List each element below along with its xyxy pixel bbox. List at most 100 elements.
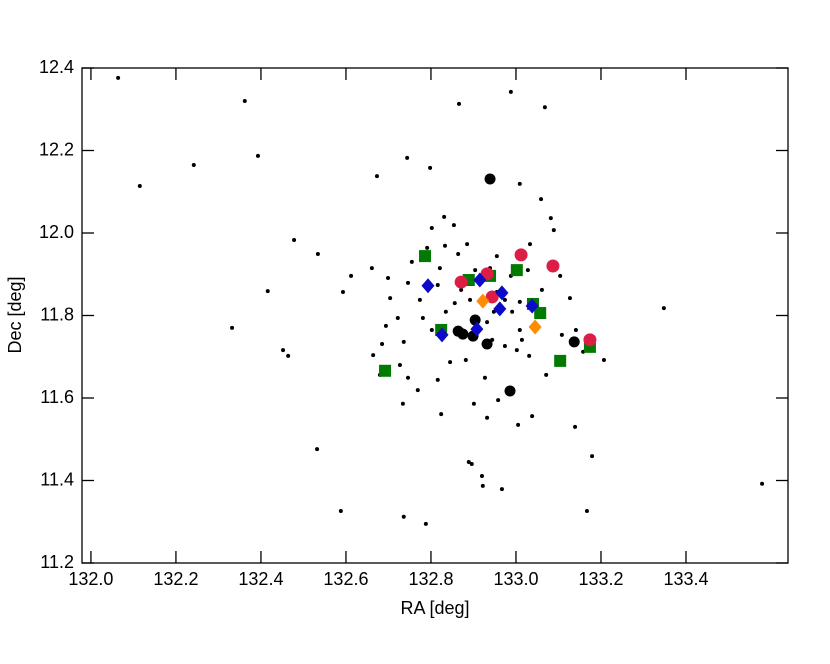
- point: [452, 301, 457, 306]
- point: [573, 424, 578, 429]
- point: [502, 297, 507, 302]
- point: [473, 268, 478, 273]
- point: [374, 174, 379, 179]
- point: [539, 197, 544, 202]
- point: [485, 415, 490, 420]
- point: [584, 509, 589, 514]
- point: [315, 252, 320, 257]
- x-axis-label: RA [deg]: [400, 598, 469, 618]
- point: [265, 289, 270, 294]
- point: [482, 375, 487, 380]
- x-tick-label: 133.4: [663, 569, 708, 589]
- point: [417, 297, 422, 302]
- plot-frame: [81, 67, 789, 564]
- point: [527, 242, 532, 247]
- point: [484, 173, 496, 185]
- point: [388, 296, 393, 301]
- point: [255, 153, 260, 158]
- point: [469, 462, 474, 466]
- point: [548, 216, 553, 221]
- point: [409, 259, 414, 264]
- point: [439, 412, 444, 417]
- point: [554, 354, 567, 367]
- point: [452, 325, 464, 337]
- point: [465, 242, 470, 247]
- point: [369, 266, 374, 271]
- point: [760, 481, 765, 486]
- point: [568, 336, 580, 348]
- point: [451, 223, 456, 228]
- point: [281, 348, 286, 353]
- point: [583, 333, 597, 347]
- point: [517, 181, 522, 186]
- y-tick-label: 11.8: [40, 304, 74, 324]
- point: [435, 327, 449, 343]
- point: [386, 275, 391, 280]
- point: [437, 266, 442, 271]
- point: [530, 414, 535, 419]
- point: [406, 375, 411, 380]
- x-tick-label: 132.2: [153, 569, 198, 589]
- y-tick-label: 11.6: [40, 387, 74, 407]
- point: [116, 75, 121, 80]
- point: [514, 348, 519, 353]
- point: [383, 323, 388, 328]
- point: [425, 245, 430, 250]
- point: [471, 401, 476, 406]
- point: [558, 273, 563, 278]
- point: [473, 272, 487, 288]
- point: [421, 278, 435, 294]
- point: [491, 309, 496, 314]
- point: [517, 327, 522, 332]
- point: [454, 275, 468, 289]
- point: [456, 252, 461, 257]
- point: [137, 183, 142, 188]
- y-tick-label: 12.2: [39, 139, 74, 159]
- point: [380, 341, 385, 346]
- point: [419, 250, 432, 263]
- point: [502, 344, 507, 349]
- point: [559, 332, 564, 337]
- y-tick-label: 11.4: [40, 469, 74, 489]
- point: [415, 388, 420, 393]
- point: [448, 360, 453, 365]
- point: [551, 228, 556, 233]
- point: [539, 287, 544, 292]
- x-tick-label: 132.0: [68, 569, 113, 589]
- point: [466, 459, 471, 464]
- x-tick-label: 132.4: [238, 569, 283, 589]
- point: [546, 259, 560, 273]
- point: [470, 321, 484, 337]
- x-tick-label: 133.2: [578, 569, 623, 589]
- point: [191, 162, 196, 167]
- point: [567, 296, 572, 301]
- point: [480, 483, 485, 488]
- point: [525, 298, 539, 314]
- point: [406, 280, 411, 285]
- point: [405, 155, 410, 160]
- point: [395, 315, 400, 320]
- point: [429, 226, 434, 231]
- point: [573, 327, 578, 332]
- point: [371, 353, 376, 358]
- point: [459, 287, 464, 292]
- point: [510, 264, 523, 277]
- point: [481, 338, 493, 350]
- point: [420, 315, 425, 320]
- point: [544, 372, 549, 377]
- point: [443, 309, 448, 314]
- point: [542, 105, 547, 110]
- point: [435, 377, 440, 382]
- point: [485, 320, 490, 325]
- y-tick-label: 12.4: [39, 57, 74, 77]
- point: [401, 514, 406, 519]
- point: [429, 327, 434, 332]
- point: [517, 299, 522, 304]
- point: [423, 521, 428, 526]
- point: [480, 267, 494, 281]
- y-tick-label: 12.0: [39, 222, 74, 242]
- point: [499, 487, 504, 492]
- point: [428, 165, 433, 170]
- point: [661, 306, 666, 311]
- point: [525, 268, 530, 273]
